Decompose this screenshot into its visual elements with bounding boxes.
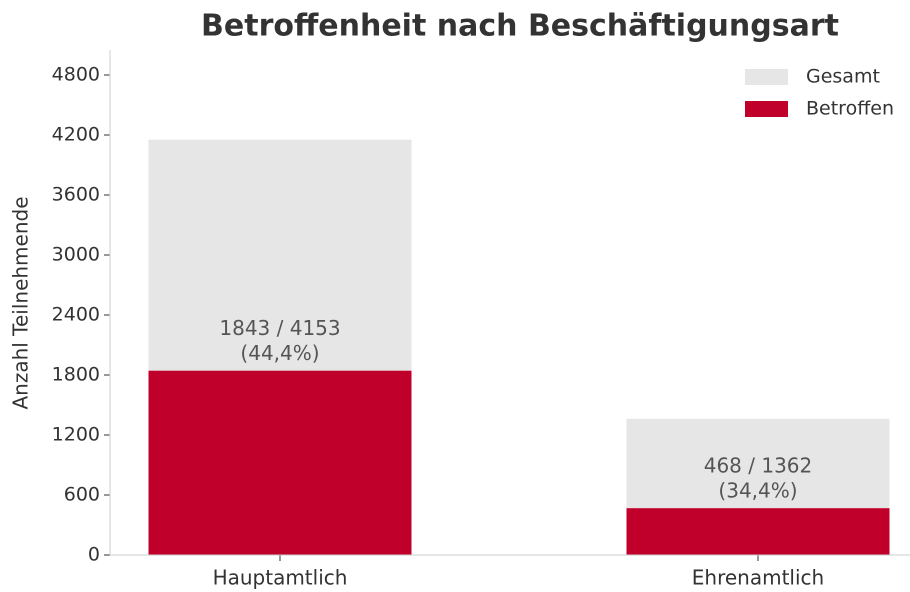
- y-tick-label: 600: [64, 484, 100, 506]
- y-tick-label: 4800: [52, 64, 100, 86]
- chart-title: Betroffenheit nach Beschäftigungsart: [201, 9, 839, 44]
- y-tick-label: 3600: [52, 184, 100, 206]
- legend-swatch: [745, 101, 788, 117]
- x-tick-label: Ehrenamtlich: [692, 566, 824, 590]
- annotation: 468 / 1362: [704, 454, 813, 478]
- y-axis-label: Anzahl Teilnehmende: [9, 196, 33, 409]
- y-tick-label: 1200: [52, 424, 100, 446]
- legend-swatch: [745, 69, 788, 85]
- bar: [148, 370, 412, 555]
- annotation: (34,4%): [718, 479, 797, 503]
- y-tick-label: 4200: [52, 124, 100, 146]
- y-tick-label: 1800: [52, 364, 100, 386]
- x-tick-label: Hauptamtlich: [213, 566, 348, 590]
- bar: [626, 508, 890, 555]
- y-tick-label: 2400: [52, 304, 100, 326]
- annotation: 1843 / 4153: [219, 316, 340, 340]
- annotation: (44,4%): [240, 341, 319, 365]
- y-tick-label: 3000: [52, 244, 100, 266]
- legend-label: Gesamt: [806, 66, 880, 88]
- y-tick-label: 0: [88, 544, 100, 566]
- legend-label: Betroffen: [806, 98, 894, 120]
